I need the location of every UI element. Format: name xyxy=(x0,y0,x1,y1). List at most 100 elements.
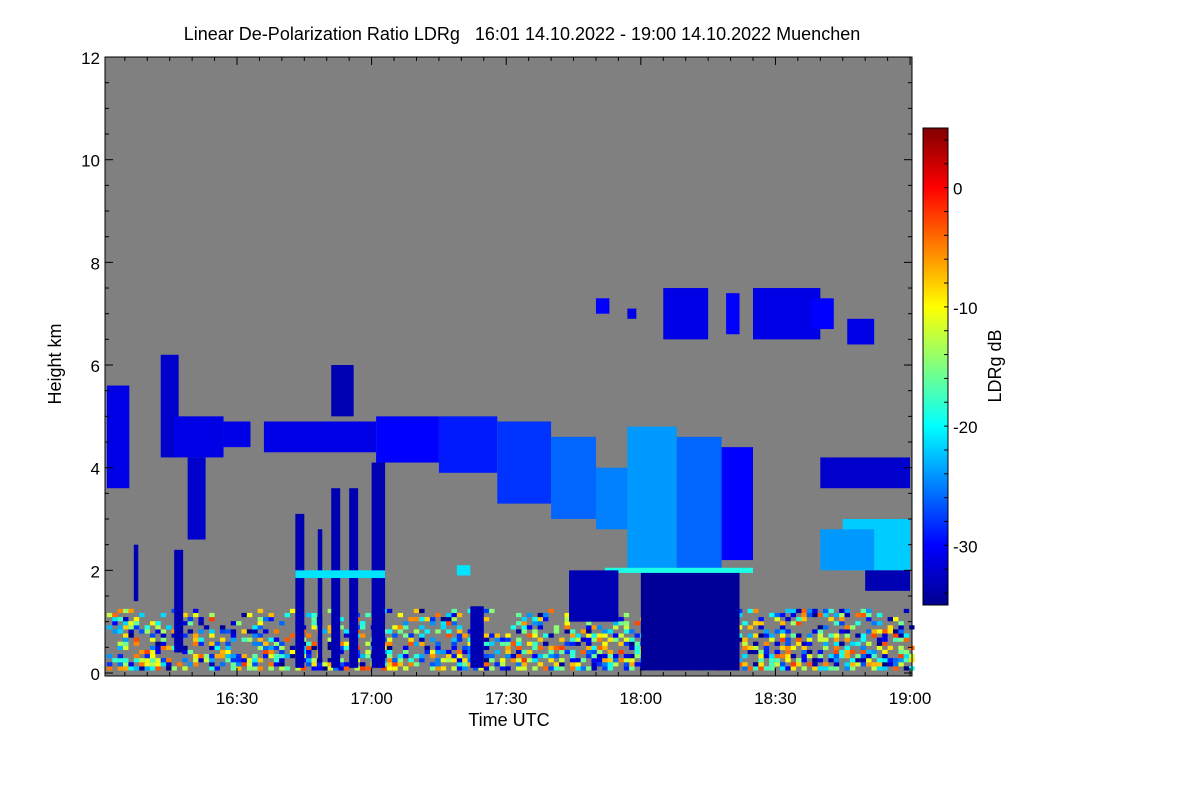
heatmap-cell xyxy=(828,633,834,638)
heatmap-cell xyxy=(785,658,791,663)
heatmap-cell xyxy=(499,658,506,663)
heatmap-cell xyxy=(225,641,231,646)
heatmap-cell xyxy=(429,654,436,659)
heatmap-cell xyxy=(623,641,630,646)
x-axis-label: Time UTC xyxy=(468,710,549,730)
heatmap-cell xyxy=(149,666,156,671)
heatmap-cell xyxy=(855,641,861,646)
heatmap-cell xyxy=(876,612,883,618)
heatmap-cell xyxy=(548,649,554,655)
heatmap-cell xyxy=(516,641,522,646)
heatmap-cell xyxy=(241,658,247,663)
heatmap-cell xyxy=(758,621,764,626)
heatmap-cell xyxy=(289,649,296,655)
heatmap-cell xyxy=(128,608,134,614)
heatmap-cell xyxy=(338,625,344,630)
heatmap-cell xyxy=(823,641,829,646)
heatmap-cell xyxy=(489,654,495,659)
heatmap-cell xyxy=(747,649,754,655)
heatmap-cell xyxy=(548,633,554,638)
heatmap-cell xyxy=(866,662,872,667)
heatmap-cell xyxy=(155,658,161,663)
heatmap-cell xyxy=(742,621,748,626)
heatmap-cell xyxy=(774,612,780,618)
heatmap-region xyxy=(371,462,386,668)
heatmap-cell xyxy=(424,629,430,634)
heatmap-cell xyxy=(386,649,393,655)
heatmap-cell xyxy=(311,666,317,671)
heatmap-cell xyxy=(779,666,786,671)
heatmap-cell xyxy=(209,633,215,638)
heatmap-cell xyxy=(817,637,824,642)
heatmap-cell xyxy=(133,637,140,642)
heatmap-cell xyxy=(338,658,344,663)
heatmap-region xyxy=(263,421,377,453)
heatmap-cell xyxy=(833,633,840,638)
heatmap-cell xyxy=(284,637,290,642)
heatmap-cell xyxy=(483,654,490,659)
heatmap-cell xyxy=(559,645,565,650)
heatmap-cell xyxy=(516,621,522,626)
heatmap-cell xyxy=(806,637,813,642)
heatmap-region xyxy=(497,421,552,504)
heatmap-cell xyxy=(252,641,258,646)
heatmap-cell xyxy=(505,633,511,638)
heatmap-cell xyxy=(117,658,124,663)
heatmap-cell xyxy=(306,612,312,618)
heatmap-cell xyxy=(182,649,188,655)
heatmap-cell xyxy=(516,645,522,650)
heatmap-cell xyxy=(742,641,748,646)
heatmap-cell xyxy=(306,645,312,650)
heatmap-cell xyxy=(510,658,517,663)
heatmap-cell xyxy=(419,641,425,646)
heatmap-cell xyxy=(569,662,576,667)
heatmap-cell xyxy=(225,629,231,634)
heatmap-cell xyxy=(559,637,565,642)
heatmap-cell xyxy=(591,625,597,630)
heatmap-cell xyxy=(219,637,226,642)
heatmap-cell xyxy=(903,649,910,655)
heatmap-region xyxy=(627,426,677,571)
heatmap-cell xyxy=(230,629,237,634)
heatmap-cell xyxy=(564,617,570,622)
heatmap-cell xyxy=(806,654,813,659)
heatmap-cell xyxy=(817,633,824,638)
heatmap-cell xyxy=(876,658,883,663)
heatmap-cell xyxy=(833,612,840,618)
heatmap-cell xyxy=(564,629,570,634)
heatmap-cell xyxy=(623,658,630,663)
heatmap-cell xyxy=(440,658,447,663)
heatmap-cell xyxy=(160,645,167,650)
heatmap-cell xyxy=(462,658,468,663)
heatmap-cell xyxy=(849,641,856,646)
heatmap-region xyxy=(551,436,596,520)
heatmap-region xyxy=(753,288,821,340)
heatmap-cell xyxy=(392,658,398,663)
heatmap-cell xyxy=(801,608,807,614)
axes: 16:30 17:00 17:30 18:00 18:30 19:00 0 2 4 6 8 10 12 xyxy=(81,49,931,708)
heatmap-cell xyxy=(419,625,425,630)
heatmap-cell xyxy=(241,629,247,634)
heatmap-cell xyxy=(456,649,463,655)
heatmap-cell xyxy=(806,633,813,638)
heatmap-cell xyxy=(236,621,242,626)
heatmap-cell xyxy=(602,658,608,663)
heatmap-cell xyxy=(817,666,824,671)
heatmap-cell xyxy=(892,666,899,671)
heatmap-cell xyxy=(785,637,791,642)
heatmap-cell xyxy=(801,641,807,646)
heatmap-cell xyxy=(855,658,861,663)
heatmap-cell xyxy=(133,658,140,663)
heatmap-cell xyxy=(898,637,904,642)
heatmap-cell xyxy=(386,654,393,659)
heatmap-cell xyxy=(365,654,371,659)
heatmap-cell xyxy=(413,608,420,614)
heatmap-cell xyxy=(828,666,834,671)
heatmap-region xyxy=(295,570,386,579)
heatmap-cell xyxy=(408,633,414,638)
heatmap-cell xyxy=(559,649,565,655)
heatmap-cell xyxy=(882,666,888,671)
heatmap-cell xyxy=(230,637,237,642)
heatmap-cell xyxy=(866,658,872,663)
heatmap-cell xyxy=(607,658,614,663)
